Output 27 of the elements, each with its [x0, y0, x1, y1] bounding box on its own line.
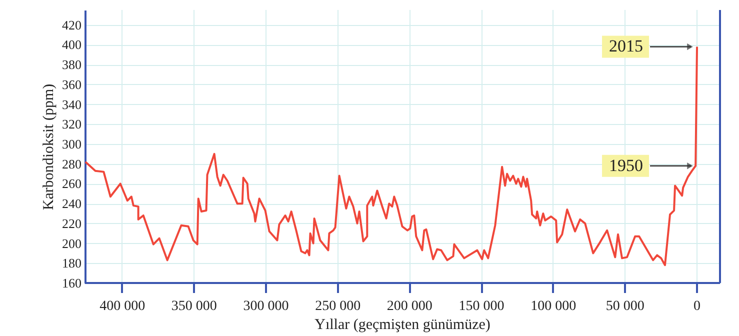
y-tick-label: 160 [62, 276, 82, 290]
x-tick-label: 350 000 [171, 299, 217, 314]
y-tick-label: 300 [62, 136, 82, 152]
y-tick-label: 280 [62, 156, 82, 172]
y-tick-label: 320 [62, 116, 82, 132]
annotation: 1950 [609, 156, 644, 175]
x-tick-label: 50 000 [606, 299, 644, 314]
y-tick-label: 260 [62, 176, 82, 192]
x-axis-title: Yıllar (geçmişten günümüze) [314, 317, 490, 333]
y-tick-label: 400 [62, 37, 82, 52]
x-tick-label: 400 000 [100, 299, 146, 314]
y-tick-label: 180 [62, 256, 82, 271]
y-tick-label: 340 [62, 96, 82, 112]
x-tick-label: 200 000 [386, 299, 432, 314]
x-tick-label: 150 000 [458, 299, 504, 314]
y-tick-label: 240 [62, 196, 82, 212]
y-tick-label: 360 [62, 76, 82, 92]
x-tick-label: 100 000 [530, 299, 576, 314]
x-tick-label: 0 [694, 299, 701, 314]
y-axis-title: Karbondioksit (ppm) [41, 84, 57, 210]
x-tick-label: 300 000 [243, 299, 289, 314]
y-tick-label: 380 [62, 57, 82, 72]
x-tick-label: 250 000 [315, 299, 361, 314]
y-tick-label: 200 [62, 236, 82, 251]
y-tick-label: 420 [62, 17, 82, 32]
y-tick-label: 220 [62, 216, 82, 231]
annotation: 2015 [609, 36, 644, 56]
